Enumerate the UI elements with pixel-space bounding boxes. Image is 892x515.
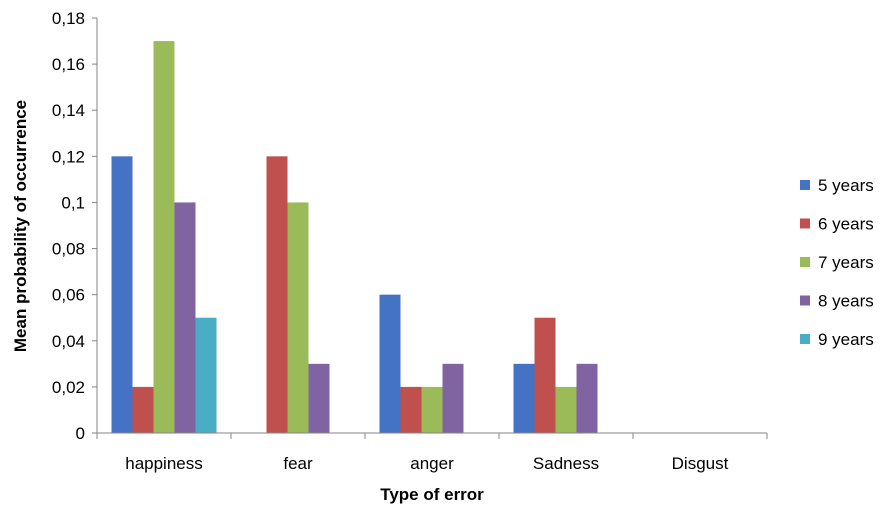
bar <box>576 363 598 433</box>
y-axis-title: Mean probability of occurrence <box>11 100 30 352</box>
legend-label: 8 years <box>818 292 874 311</box>
bar <box>513 363 535 433</box>
y-tick-label: 0,18 <box>52 9 85 28</box>
x-tick-label: anger <box>410 454 454 473</box>
legend-label: 6 years <box>818 215 874 234</box>
legend-swatch <box>800 334 810 344</box>
legend-swatch <box>800 295 810 306</box>
bar <box>442 363 464 433</box>
y-tick-label: 0,08 <box>52 240 85 259</box>
bar <box>534 317 556 433</box>
x-tick-label: Disgust <box>672 454 729 473</box>
bar <box>111 156 133 434</box>
bar <box>400 386 422 433</box>
bar <box>266 156 288 434</box>
legend-label: 9 years <box>818 330 874 349</box>
bar <box>379 294 401 433</box>
legend-label: 7 years <box>818 253 874 272</box>
bar <box>421 386 443 433</box>
y-tick-label: 0,16 <box>52 55 85 74</box>
x-axis-ticks: happiness fear anger Sadness Disgust <box>96 433 768 473</box>
legend-swatch <box>800 218 810 229</box>
bar <box>555 386 577 433</box>
bars-group <box>111 41 598 434</box>
bar <box>174 202 196 433</box>
y-tick-label: 0,04 <box>52 332 85 351</box>
y-tick-label: 0,02 <box>52 378 85 397</box>
x-tick-label: Sadness <box>533 454 599 473</box>
x-tick-label: happiness <box>125 454 203 473</box>
x-axis-title: Type of error <box>380 485 484 504</box>
bar <box>195 317 217 433</box>
y-tick-label: 0,14 <box>52 101 85 120</box>
bar <box>132 386 154 433</box>
legend-label: 5 years <box>818 176 874 195</box>
y-axis-ticks: 0 0,02 0,04 0,06 0,08 0,1 0,12 0,14 0,16 0,18 <box>52 9 97 443</box>
bar <box>153 41 175 434</box>
bar <box>308 363 330 433</box>
legend-swatch <box>800 180 810 190</box>
legend: 5 years 6 years 7 years 8 years 9 years <box>800 176 874 349</box>
y-tick-label: 0,1 <box>61 193 85 212</box>
y-tick-label: 0,06 <box>52 286 85 305</box>
y-tick-label: 0,12 <box>52 147 85 166</box>
legend-swatch <box>800 257 810 267</box>
y-tick-label: 0 <box>76 424 85 443</box>
x-tick-label: fear <box>283 454 313 473</box>
bar <box>287 202 309 433</box>
